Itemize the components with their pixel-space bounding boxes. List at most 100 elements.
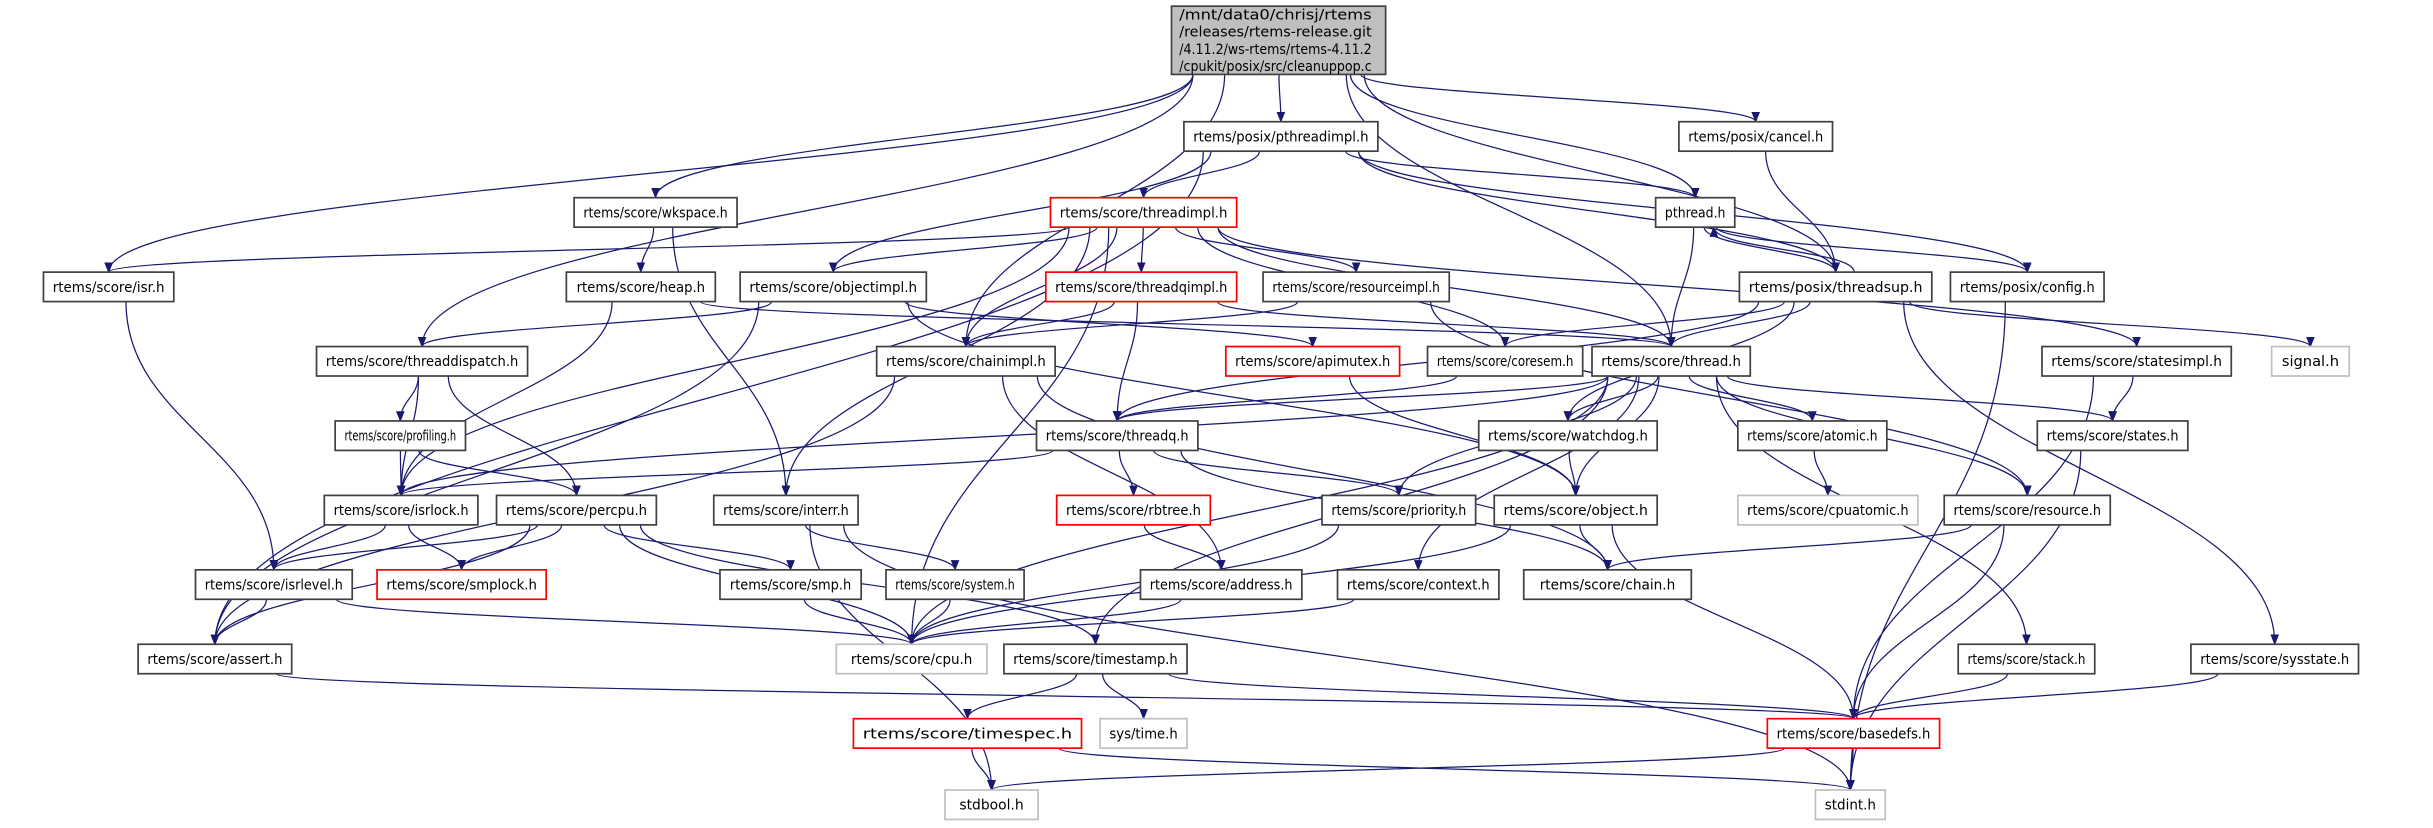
file-node-threadimpl[interactable]: rtems/score/threadimpl.h: [1049, 196, 1238, 229]
edge-isrlock-to-isrlevel: [269, 524, 386, 571]
edge-config-to-stdint: [1846, 301, 2006, 792]
node-box: [739, 271, 928, 303]
node-label: pthread.h: [1665, 205, 1726, 221]
file-node-system[interactable]: rtems/score/system.h: [885, 568, 1025, 601]
edge-percpu-to-smp: [603, 524, 795, 571]
edge-watchdog-to-object: [1568, 450, 1581, 497]
file-node-statesimpl[interactable]: rtems/score/statesimpl.h: [2041, 345, 2233, 377]
file-node-threadq[interactable]: rtems/score/threadq.h: [1035, 420, 1199, 452]
file-node-smplock[interactable]: rtems/score/smplock.h: [376, 568, 548, 601]
file-node-stdint[interactable]: stdint.h: [1814, 789, 1887, 821]
node-box: [2270, 345, 2351, 377]
node-box: [1099, 717, 1188, 749]
node-box: [495, 494, 658, 526]
edge-pthreadimpl-to-assert: [210, 151, 1204, 646]
edge-cancel-to-threadsup: [1764, 151, 1840, 274]
node-box: [852, 717, 1083, 749]
node-label: rtems/score/basedefs.h: [1777, 726, 1931, 742]
edge-objectimpl-to-apimutex: [904, 301, 1317, 348]
file-node-cpu[interactable]: rtems/score/cpu.h: [835, 643, 988, 675]
file-node-stack[interactable]: rtems/score/stack.h: [1957, 643, 2096, 675]
node-label: rtems/score/object.h: [1504, 503, 1648, 519]
node-box: [1035, 420, 1199, 452]
edge-root-to-threadsup: [1363, 74, 1840, 274]
file-node-atomic[interactable]: rtems/score/atomic.h: [1737, 420, 1888, 452]
edge-timespec-to-stdint: [1058, 747, 1855, 792]
file-node-resourceimpl[interactable]: rtems/score/resourceimpl.h: [1262, 271, 1451, 303]
file-node-threaddispatch[interactable]: rtems/score/threaddispatch.h: [315, 345, 529, 377]
edge-root-to-cancel: [1360, 73, 1760, 123]
edge-wkspace-to-interr: [672, 227, 791, 497]
file-node-sysstate[interactable]: rtems/score/sysstate.h: [2190, 643, 2360, 675]
file-node-chain[interactable]: rtems/score/chain.h: [1522, 568, 1693, 601]
edge-threadsup-to-sysstate: [1903, 301, 2280, 646]
edge-isr-to-isrlevel: [125, 301, 279, 571]
file-node-wkspace[interactable]: rtems/score/wkspace.h: [573, 196, 738, 229]
file-node-threadqimpl[interactable]: rtems/score/threadqimpl.h: [1044, 271, 1238, 303]
node-box: [1766, 717, 1941, 749]
file-node-timestamp[interactable]: rtems/score/timestamp.h: [1003, 643, 1188, 675]
file-node-profiling[interactable]: rtems/score/profiling.h: [334, 420, 467, 452]
edge-threadimpl-to-threadqimpl: [1136, 227, 1146, 274]
file-node-context[interactable]: rtems/score/context.h: [1336, 568, 1500, 601]
file-node-assert[interactable]: rtems/score/assert.h: [137, 643, 293, 675]
file-node-states[interactable]: rtems/score/states.h: [2036, 420, 2189, 452]
file-node-watchdog[interactable]: rtems/score/watchdog.h: [1477, 420, 1659, 452]
file-node-systime[interactable]: sys/time.h: [1099, 717, 1188, 749]
file-node-cpuatomic[interactable]: rtems/score/cpuatomic.h: [1737, 494, 1919, 526]
node-box: [1493, 494, 1659, 526]
file-node-pthreadimpl[interactable]: rtems/posix/pthreadimpl.h: [1183, 120, 1379, 153]
file-node-interr[interactable]: rtems/score/interr.h: [712, 494, 859, 526]
edge-pthreadimpl-to-objectimpl: [828, 151, 1212, 274]
file-node-chainimpl[interactable]: rtems/score/chainimpl.h: [875, 345, 1056, 377]
file-node-smp[interactable]: rtems/score/smp.h: [719, 568, 863, 601]
file-node-pthread[interactable]: pthread.h: [1654, 196, 1736, 229]
file-node-isr[interactable]: rtems/score/isr.h: [42, 271, 175, 303]
edge-percpu-to-timestamp: [639, 524, 1100, 646]
edge-resourceimpl-to-resource: [1430, 301, 2032, 497]
file-node-timespec[interactable]: rtems/score/timespec.h: [852, 717, 1083, 749]
edge-objectimpl-to-threaddispatch: [417, 301, 773, 348]
node-label: rtems/score/timespec.h: [863, 726, 1072, 742]
node-box: [1049, 196, 1238, 229]
file-node-objectimpl[interactable]: rtems/score/objectimpl.h: [739, 271, 928, 303]
node-label: rtems/score/smp.h: [730, 578, 851, 594]
file-node-address[interactable]: rtems/score/address.h: [1139, 568, 1303, 601]
edge-objectimpl-to-object: [907, 301, 1580, 497]
node-box: [1003, 643, 1188, 675]
node-box: [137, 643, 293, 675]
file-node-object[interactable]: rtems/score/object.h: [1493, 494, 1659, 526]
file-node-config[interactable]: rtems/posix/config.h: [1949, 271, 2105, 303]
file-node-resource[interactable]: rtems/score/resource.h: [1943, 494, 2112, 526]
file-node-signal[interactable]: signal.h: [2270, 345, 2351, 377]
file-node-isrlock[interactable]: rtems/score/isrlock.h: [323, 494, 479, 526]
edge-threadimpl-to-statesimpl: [1217, 227, 2141, 348]
file-node-basedefs[interactable]: rtems/score/basedefs.h: [1766, 717, 1941, 749]
node-label: /releases/rtems-release.git: [1179, 25, 1372, 41]
file-node-priority[interactable]: rtems/score/priority.h: [1321, 494, 1477, 526]
node-box: [944, 789, 1039, 821]
edge-thread-to-watchdog: [1563, 375, 1659, 423]
file-node-percpu[interactable]: rtems/score/percpu.h: [495, 494, 658, 526]
node-label: rtems/score/atomic.h: [1747, 429, 1877, 445]
file-node-threadsup[interactable]: rtems/posix/threadsup.h: [1738, 271, 1933, 303]
file-node-isrlevel[interactable]: rtems/score/isrlevel.h: [194, 568, 354, 601]
edge-root-to-pthreadimpl: [1276, 74, 1286, 123]
file-node-rbtree[interactable]: rtems/score/rbtree.h: [1055, 494, 1212, 526]
file-node-heap[interactable]: rtems/score/heap.h: [565, 271, 717, 303]
edge-heap-to-thread: [699, 301, 1676, 348]
edge-threadq-to-isrlock: [397, 449, 1054, 497]
file-node-apimutex[interactable]: rtems/score/apimutex.h: [1224, 345, 1401, 377]
node-box: [2190, 643, 2360, 675]
edge-threadq-to-rbtree: [1118, 450, 1138, 497]
file-node-coresem[interactable]: rtems/score/coresem.h: [1426, 345, 1584, 377]
file-node-thread[interactable]: rtems/score/thread.h: [1591, 345, 1752, 377]
node-label: rtems/score/timestamp.h: [1013, 652, 1177, 668]
edge-pthread-to-thread: [1666, 227, 1695, 348]
root-file-node[interactable]: /mnt/data0/chrisj/rtems/releases/rtems-r…: [1170, 5, 1387, 76]
node-label: rtems/score/isr.h: [53, 280, 165, 296]
file-node-cancel[interactable]: rtems/posix/cancel.h: [1678, 120, 1834, 153]
node-label: rtems/score/heap.h: [577, 280, 705, 296]
file-node-stdbool[interactable]: stdbool.h: [944, 789, 1039, 821]
edge-threadsup-to-thread: [1666, 301, 1811, 348]
